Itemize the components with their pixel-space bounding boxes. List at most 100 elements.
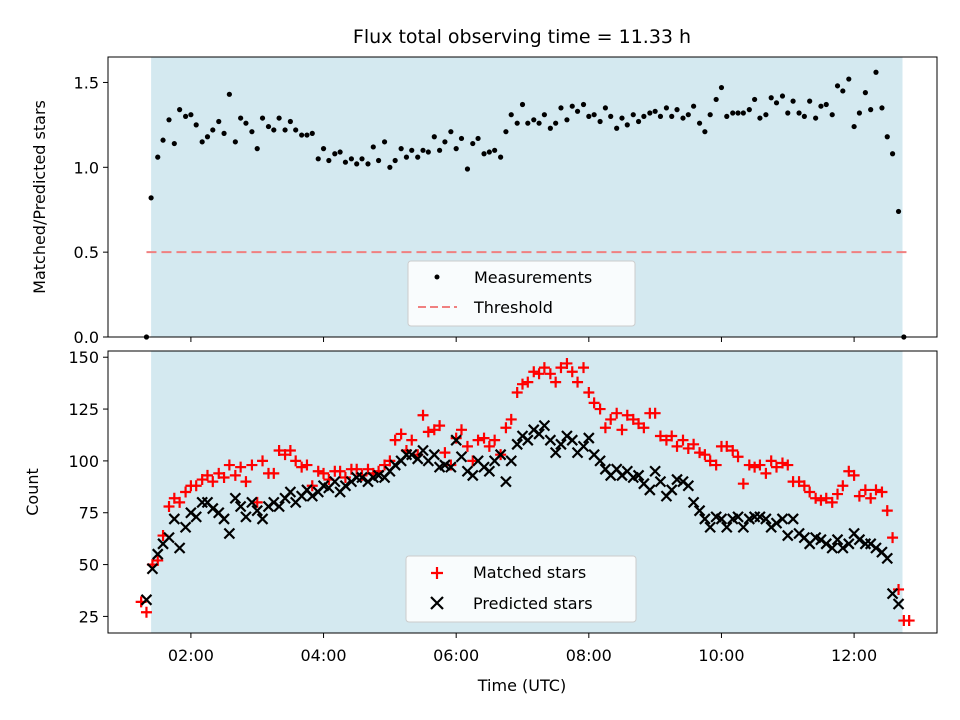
matched-star-point	[727, 445, 739, 457]
measurement-point	[470, 140, 476, 147]
predicted-star-point	[405, 448, 418, 461]
predicted-star-point	[687, 496, 700, 509]
measurement-point	[415, 154, 421, 160]
matched-star-point	[190, 480, 202, 492]
predicted-star-point	[555, 438, 567, 451]
predicted-star-point	[760, 513, 772, 525]
matched-star-point	[180, 486, 192, 498]
measurement-point	[856, 110, 863, 116]
measurement-point	[265, 123, 272, 130]
predicted-star-point	[455, 450, 468, 463]
measurement-point	[525, 120, 531, 126]
predicted-star-point	[246, 496, 258, 509]
measurement-point	[332, 151, 338, 157]
measurement-point	[464, 166, 471, 172]
measurement-point	[221, 130, 227, 136]
top-y-axis-label: Matched/Predicted stars	[30, 100, 49, 294]
predicted-star-point	[522, 434, 534, 446]
predicted-star-point	[566, 434, 579, 446]
predicted-star-point	[146, 562, 159, 575]
matched-star-point	[798, 480, 810, 492]
matched-star-point	[434, 420, 446, 432]
measurement-point	[199, 139, 205, 145]
measurement-point	[365, 161, 371, 167]
matched-star-point	[417, 409, 429, 421]
bottom-y-tick-label: 125	[68, 400, 99, 419]
measurement-point	[718, 84, 725, 91]
measurement-point	[204, 134, 211, 140]
predicted-star-point	[831, 533, 844, 546]
measurement-point	[829, 112, 835, 118]
predicted-star-point	[644, 484, 656, 496]
measurement-point	[475, 135, 481, 142]
measurement-point	[210, 127, 216, 133]
predicted-star-point	[654, 475, 667, 488]
matched-star-point	[246, 459, 258, 471]
measurement-point	[387, 164, 393, 170]
measurement-point	[315, 156, 321, 162]
bottom-x-tick-label: 02:00	[168, 646, 214, 665]
matched-star-point	[820, 492, 832, 504]
measurement-point	[320, 146, 327, 152]
bottom-x-tick-label: 06:00	[433, 646, 479, 665]
measurement-point	[249, 129, 255, 135]
predicted-star-point	[234, 500, 247, 513]
predicted-star-point	[284, 486, 297, 498]
measurement-point	[354, 161, 360, 167]
measurement-point	[862, 90, 868, 96]
matched-star-point	[163, 501, 175, 513]
matched-star-point	[621, 409, 633, 421]
measurement-point	[375, 157, 382, 164]
matched-star-point	[594, 403, 606, 415]
bottom-legend: Matched stars Predicted stars	[405, 555, 637, 623]
measurement-point	[442, 139, 448, 145]
legend-predicted-label: Predicted stars	[473, 594, 593, 613]
matched-star-point	[472, 434, 484, 446]
measurement-point	[652, 108, 658, 114]
measurement-point	[586, 113, 592, 119]
predicted-star-point	[151, 548, 164, 560]
measurement-point	[271, 127, 277, 133]
predicted-star-point	[445, 461, 457, 473]
measurement-point	[348, 156, 354, 162]
measurement-point	[840, 88, 846, 94]
measurement-point	[879, 105, 885, 111]
measurement-point	[663, 105, 670, 111]
measurement-point	[641, 113, 647, 119]
measurement-point	[763, 112, 769, 118]
predicted-star-point	[732, 511, 744, 523]
measurement-point	[619, 115, 625, 121]
matched-star-point	[240, 476, 252, 488]
bottom-y-axis-label: Count	[23, 468, 42, 516]
measurement-point	[669, 113, 675, 119]
measurement-point	[299, 132, 305, 138]
measurement-point	[188, 112, 194, 118]
predicted-star-point	[389, 459, 401, 471]
measurement-point	[608, 113, 614, 119]
matched-star-point	[611, 407, 623, 419]
matched-star-point	[290, 455, 302, 467]
matched-star-point	[649, 407, 661, 419]
measurement-point	[614, 125, 620, 131]
measurement-point	[834, 83, 841, 89]
measurement-point	[381, 139, 388, 145]
matched-star-point	[284, 445, 296, 457]
measurement-point	[287, 118, 293, 125]
measurement-point	[895, 208, 902, 215]
matched-star-point	[511, 386, 523, 398]
predicted-star-point	[632, 469, 645, 482]
measurement-point	[707, 112, 713, 118]
measurement-point	[558, 105, 564, 111]
matched-star-point	[837, 480, 849, 492]
matched-star-point	[732, 451, 744, 463]
predicted-star-point	[770, 517, 783, 529]
matched-star-point	[881, 505, 893, 517]
measurement-point	[591, 112, 597, 118]
matched-star-point	[389, 434, 401, 446]
matched-star-point	[677, 434, 689, 446]
predicted-star-point	[843, 538, 855, 550]
top-legend-box	[407, 260, 636, 327]
measurement-point	[541, 112, 547, 118]
bottom-x-tick-label: 10:00	[698, 646, 744, 665]
predicted-star-point	[273, 500, 285, 513]
